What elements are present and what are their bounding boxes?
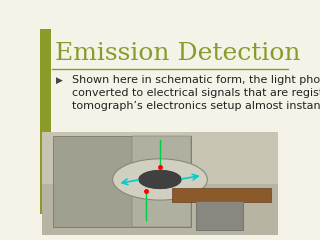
Text: Shown here in schematic form, the light photons are
converted to electrical sign: Shown here in schematic form, the light … [72, 75, 320, 111]
Bar [53, 136, 191, 227]
Bar [40, 29, 51, 214]
Bar [196, 201, 243, 230]
Text: ▶: ▶ [56, 76, 63, 85]
Bar [172, 188, 271, 202]
Bar [42, 184, 278, 235]
Circle shape [139, 170, 181, 189]
Bar [42, 132, 278, 184]
Bar [132, 136, 191, 227]
Text: Emission Detection: Emission Detection [55, 42, 300, 65]
Circle shape [113, 159, 207, 200]
